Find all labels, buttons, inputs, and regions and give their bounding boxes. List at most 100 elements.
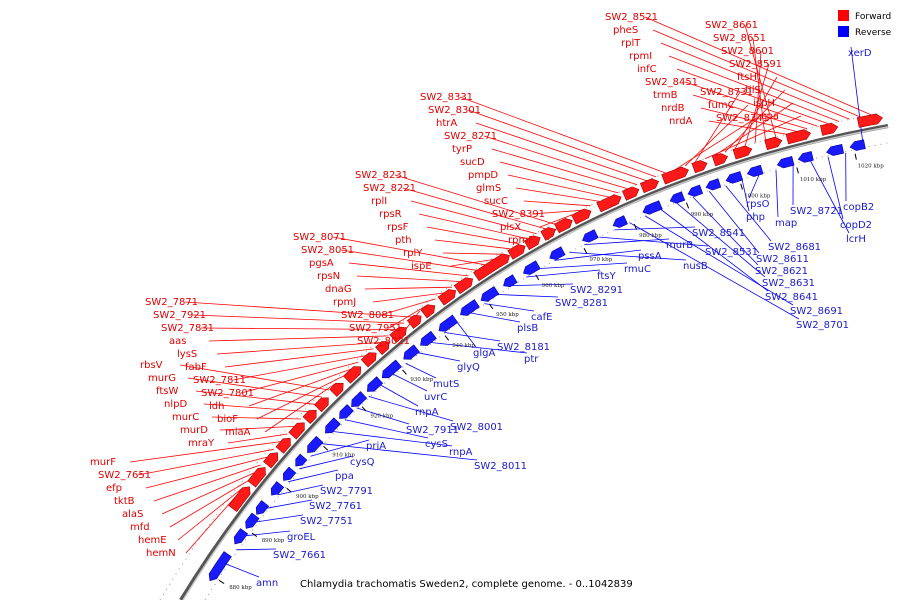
forward-label-connector xyxy=(185,497,236,554)
forward-gene-label: trmB xyxy=(653,90,678,101)
reverse-gene-arrow xyxy=(295,453,308,467)
scale-tick xyxy=(444,335,450,341)
reverse-gene-label: SW2_8001 xyxy=(450,422,503,433)
scale-tick xyxy=(251,532,258,537)
forward-gene-label: infC xyxy=(637,64,657,75)
forward-gene-label: htrA xyxy=(436,118,457,129)
forward-gene-track xyxy=(228,113,883,513)
reverse-gene-arrow xyxy=(366,376,384,392)
forward-gene-arrow xyxy=(711,153,729,167)
reverse-gene-label: priA xyxy=(366,441,386,452)
reverse-gene-arrow xyxy=(381,359,402,379)
forward-gene-arrow xyxy=(453,277,474,295)
forward-gene-label: SW2_8271 xyxy=(444,131,497,142)
forward-gene-label: SW2_7951 xyxy=(349,323,402,334)
forward-gene-labels: SW2_8521 pheS rplT rpmI infC SW2_8451 trmB nrdB… xyxy=(90,12,782,559)
forward-gene-arrow xyxy=(288,422,305,440)
forward-label-connector xyxy=(483,135,638,186)
forward-gene-arrow xyxy=(622,186,640,201)
scale-tick xyxy=(488,303,494,310)
reverse-gene-arrow xyxy=(849,139,866,151)
scale-tick xyxy=(686,202,690,209)
forward-gene-label: SW2_7831 xyxy=(161,323,214,334)
forward-gene-label: SW2_8601 xyxy=(721,46,774,57)
reverse-label-connector xyxy=(827,156,844,220)
forward-gene-label: SW2_8021 xyxy=(357,336,410,347)
forward-gene-label: rplY xyxy=(403,248,423,259)
forward-label-connector xyxy=(332,236,486,266)
reverse-gene-label: SW2_8541 xyxy=(692,228,745,239)
forward-gene-label: ftsW xyxy=(156,386,178,397)
reverse-label-connector xyxy=(256,514,304,523)
reverse-gene-label: plsB xyxy=(517,323,538,334)
forward-label-connector xyxy=(402,187,546,230)
forward-label-connector xyxy=(145,456,268,489)
forward-gene-label: fumC xyxy=(708,100,735,111)
forward-label-connector xyxy=(256,375,344,420)
forward-label-connector xyxy=(442,252,503,255)
scale-tick xyxy=(854,153,857,160)
forward-label-connector xyxy=(208,335,389,342)
forward-label-connector xyxy=(364,286,452,290)
forward-gene-arrow xyxy=(343,366,362,384)
reverse-label-connector xyxy=(692,196,759,266)
forward-gene-label: SW2_8071 xyxy=(293,232,346,243)
scale-tick xyxy=(361,406,367,412)
forward-gene-label: SW2_8451 xyxy=(645,77,698,88)
forward-gene-label: ftsH xyxy=(737,72,757,83)
forward-gene-arrow xyxy=(571,208,592,225)
forward-gene-arrow xyxy=(856,113,883,128)
forward-gene-label: rpmJ xyxy=(333,297,356,308)
reverse-gene-label: SW2_8681 xyxy=(768,242,821,253)
forward-label-connector xyxy=(356,275,461,282)
forward-gene-label: SW2_8341 xyxy=(716,113,769,124)
reverse-gene-label: rnpA xyxy=(415,407,439,418)
forward-label-connector xyxy=(467,109,657,178)
forward-gene-arrow xyxy=(275,437,291,454)
forward-label-connector xyxy=(137,448,274,476)
forward-gene-arrow xyxy=(540,227,556,241)
forward-gene-label: SW2_8331 xyxy=(420,92,473,103)
forward-gene-label: SW2_7921 xyxy=(153,310,206,321)
forward-gene-label: SW2_8081 xyxy=(341,310,394,321)
reverse-gene-arrow xyxy=(233,528,249,545)
forward-label-connector xyxy=(714,102,794,156)
forward-gene-label: pgsA xyxy=(309,258,334,269)
forward-gene-label: SW2_8301 xyxy=(428,105,481,116)
reverse-gene-label: ppa xyxy=(335,471,354,482)
reverse-gene-arrow xyxy=(208,551,232,582)
forward-gene-label: rbsV xyxy=(140,360,163,371)
forward-gene-label: dnaG xyxy=(325,284,352,295)
forward-gene-arrow xyxy=(639,178,660,194)
reverse-label-connector xyxy=(629,222,800,320)
reverse-gene-label: SW2_8701 xyxy=(796,320,849,331)
forward-gene-label: miaA xyxy=(225,427,251,438)
forward-label-connector xyxy=(523,200,591,207)
forward-gene-label: ldh xyxy=(209,401,224,412)
forward-gene-arrow xyxy=(764,136,783,151)
reverse-label-connector xyxy=(741,180,750,212)
scale-tick-label: 950 kbp xyxy=(496,312,519,318)
reverse-gene-arrow xyxy=(687,184,704,197)
reverse-label-connector xyxy=(288,469,339,483)
reverse-gene-label: map xyxy=(775,218,797,229)
reverse-label-connector xyxy=(405,363,437,379)
forward-gene-label: tktB xyxy=(114,496,135,507)
reverse-label-connector xyxy=(850,46,864,150)
reverse-gene-label: rnpA xyxy=(449,447,473,458)
legend-forward-label: Forward xyxy=(855,12,891,22)
forward-gene-label: lysS xyxy=(177,349,197,360)
reverse-gene-label: cysS xyxy=(425,439,448,450)
forward-label-connector xyxy=(410,200,537,235)
legend-forward-swatch xyxy=(838,10,849,21)
reverse-label-connector xyxy=(368,396,454,422)
forward-label-connector xyxy=(459,96,666,174)
forward-gene-label: rpsF xyxy=(387,222,409,233)
reverse-label-connector xyxy=(431,342,528,354)
forward-label-connector xyxy=(684,81,818,127)
reverse-gene-label: ftsY xyxy=(597,271,616,282)
reverse-gene-label: groEL xyxy=(287,532,316,543)
forward-label-connector xyxy=(418,213,528,240)
forward-gene-label: mraY xyxy=(188,438,215,449)
forward-gene-arrow xyxy=(406,314,422,329)
